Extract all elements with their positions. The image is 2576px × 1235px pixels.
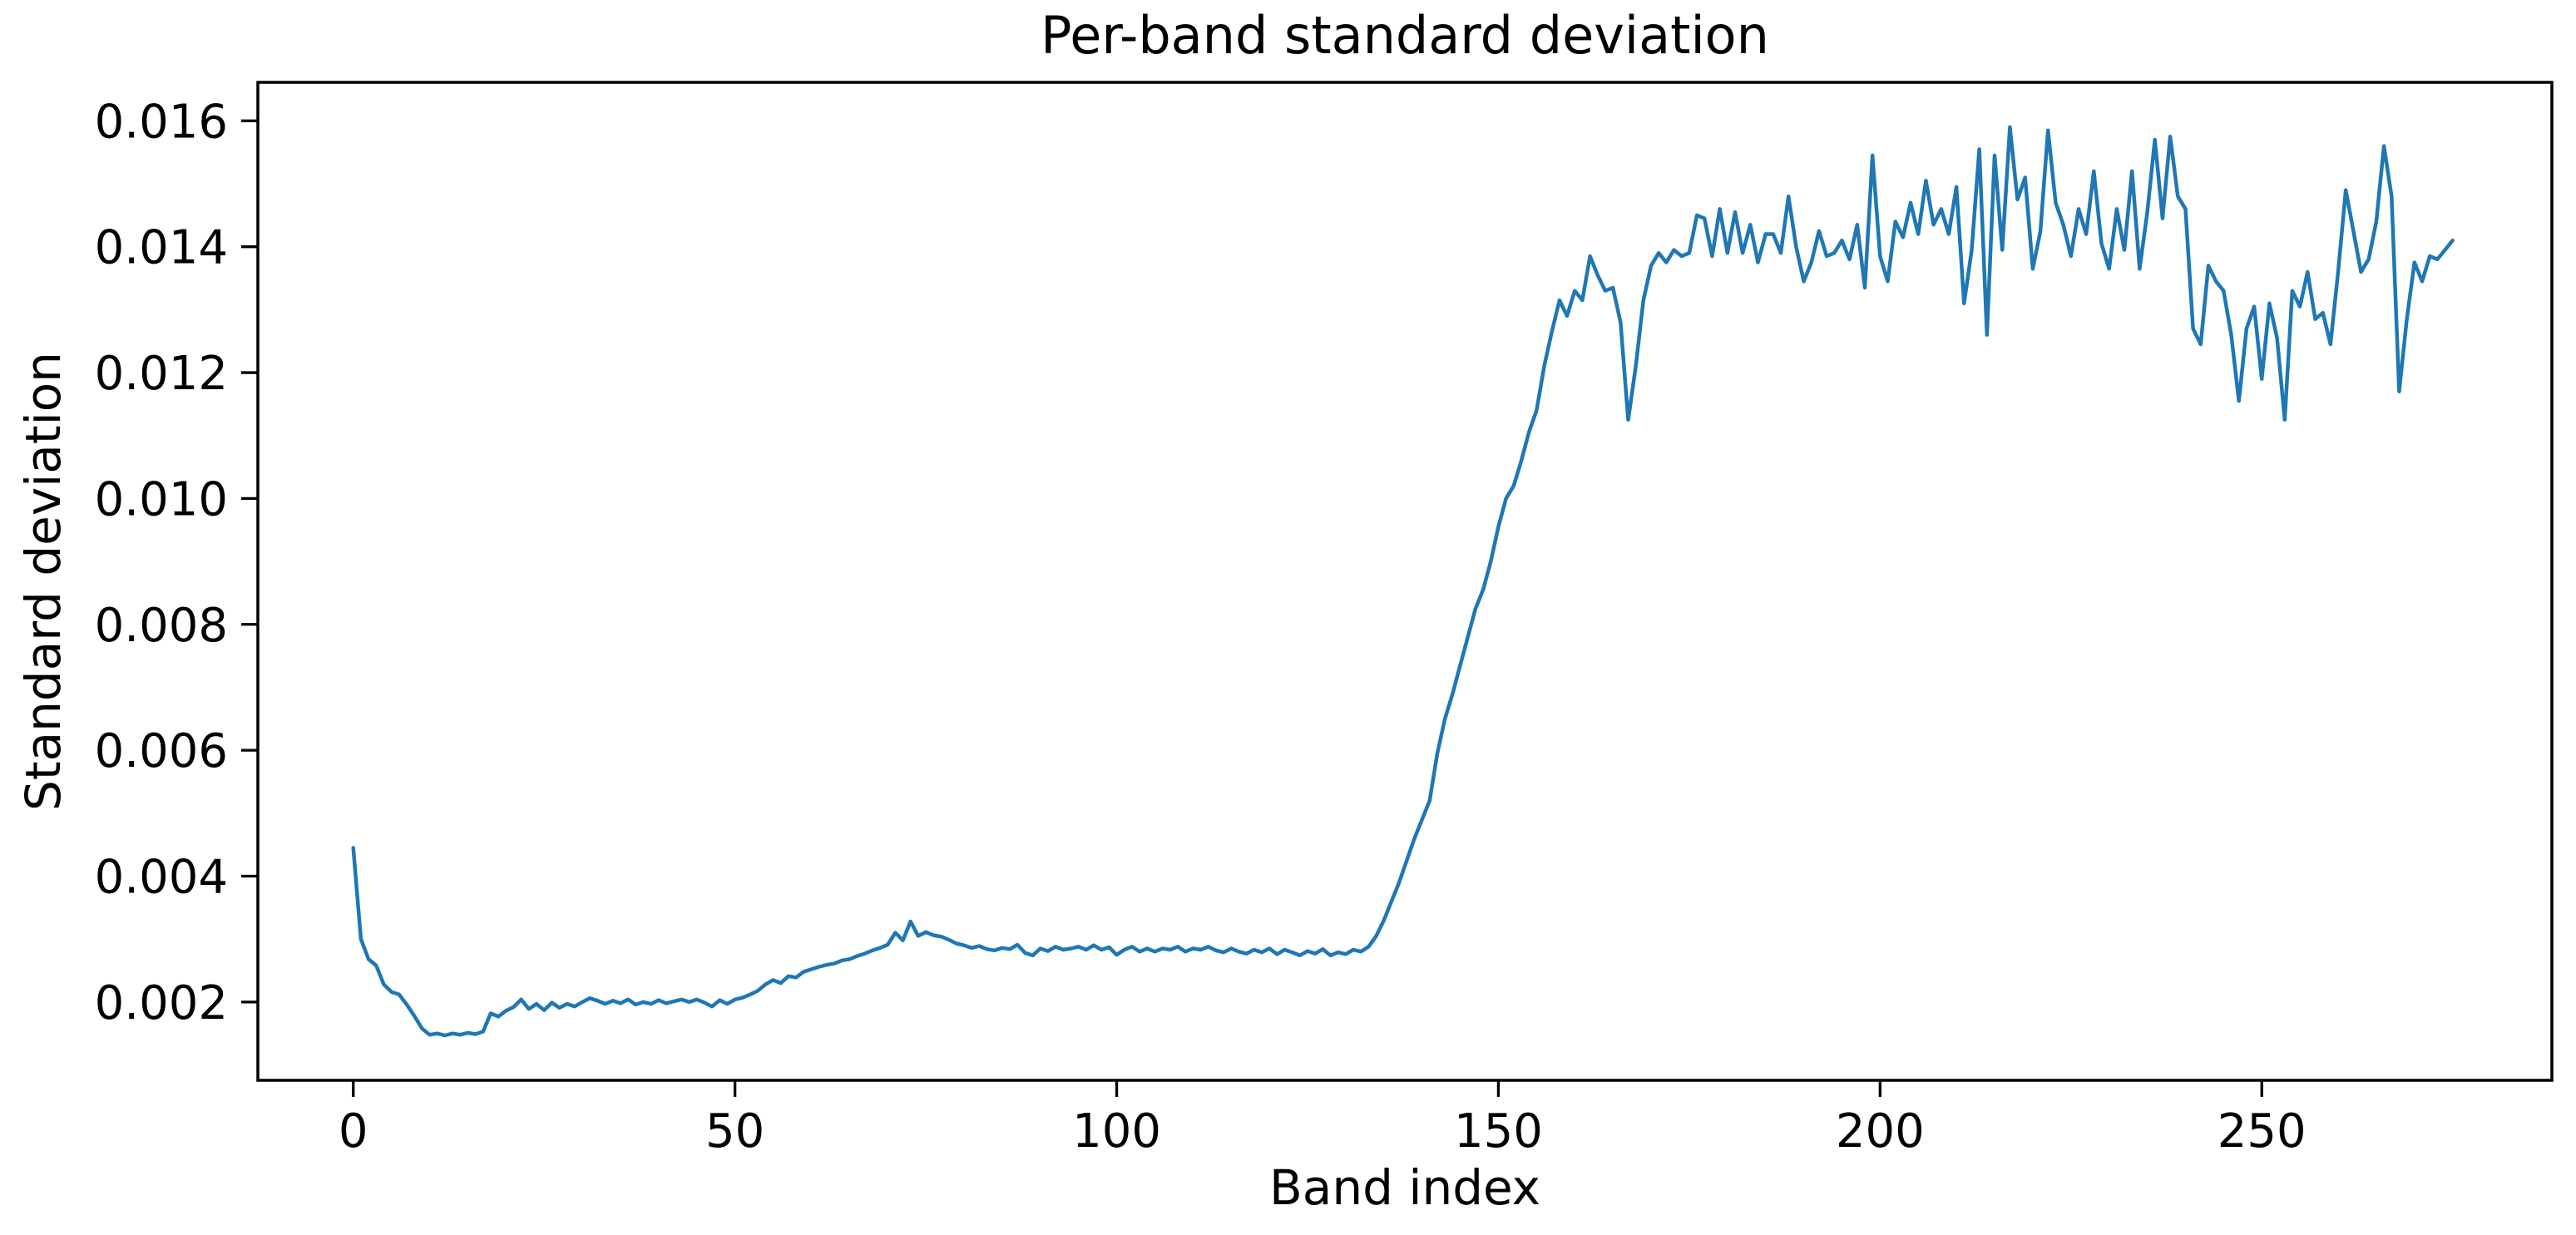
y-tick-label: 0.012 — [95, 347, 228, 401]
x-tick-label: 0 — [339, 1104, 368, 1158]
chart-title: Per-band standard deviation — [1041, 5, 1769, 66]
x-tick-label: 250 — [2218, 1104, 2307, 1158]
x-axis-ticks: 0 50 100 150 200 250 — [339, 1080, 2307, 1158]
x-tick-label: 50 — [705, 1104, 764, 1158]
std-series-line — [351, 125, 2455, 1038]
plot-area — [258, 82, 2552, 1080]
y-axis-ticks: 0.002 0.004 0.006 0.008 0.010 0.012 0.014 0.016 — [95, 95, 258, 1030]
axes-spines — [256, 81, 2554, 1082]
x-axis-label: Band index — [1269, 1159, 1540, 1216]
x-tick-label: 150 — [1454, 1104, 1543, 1158]
y-tick-label: 0.002 — [95, 976, 228, 1030]
y-tick-label: 0.014 — [95, 221, 228, 275]
y-tick-label: 0.006 — [95, 724, 228, 778]
y-tick-label: 0.004 — [95, 850, 228, 904]
x-tick-label: 200 — [1836, 1104, 1925, 1158]
y-tick-label: 0.010 — [95, 472, 228, 526]
y-axis-label: Standard deviation — [15, 352, 72, 811]
y-tick-label: 0.008 — [95, 599, 228, 653]
x-tick-label: 100 — [1072, 1104, 1161, 1158]
y-tick-label: 0.016 — [95, 95, 228, 149]
